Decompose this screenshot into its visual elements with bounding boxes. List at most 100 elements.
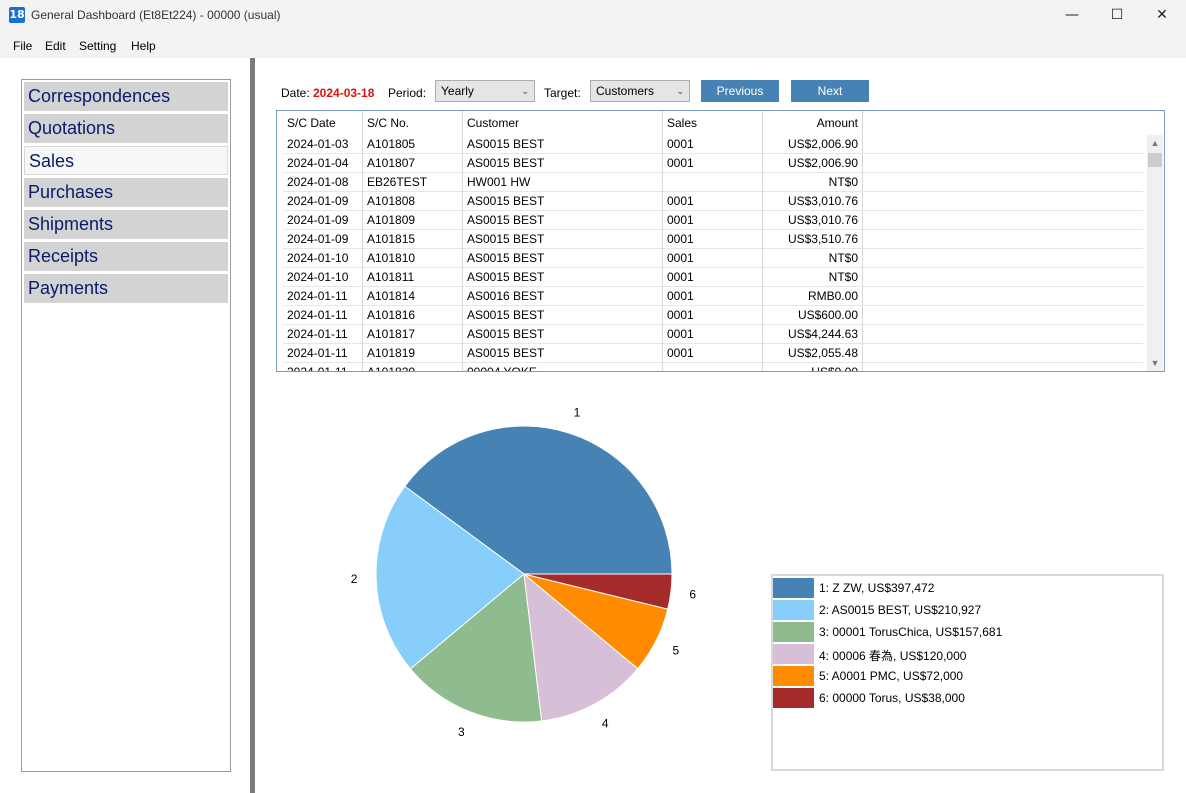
- table-cell: 2024-01-11: [283, 287, 363, 306]
- table-cell: 0001: [663, 230, 763, 249]
- date-label: Date:: [281, 86, 310, 100]
- panel-splitter[interactable]: [250, 58, 255, 793]
- table-cell: AS0015 BEST: [463, 135, 663, 154]
- table-cell: 0001: [663, 211, 763, 230]
- scroll-up-icon[interactable]: ▲: [1150, 138, 1160, 148]
- next-button[interactable]: Next: [791, 80, 869, 102]
- client-area: Correspondences Quotations Sales Purchas…: [0, 58, 1186, 793]
- scrollbar-thumb[interactable]: [1148, 153, 1162, 167]
- table-row[interactable]: 2024-01-11 A101816 AS0015 BEST 0001 US$600.0…: [283, 306, 1143, 325]
- minimize-button[interactable]: —: [1065, 7, 1079, 23]
- pie-slice[interactable]: [409, 573, 543, 723]
- close-button[interactable]: ✕: [1156, 7, 1168, 23]
- table-cell: 2024-01-08: [283, 173, 363, 192]
- table-scrollbar[interactable]: ▲ ▼: [1147, 135, 1163, 371]
- legend-label: 5: A0001 PMC, US$72,000: [819, 669, 964, 683]
- title-bar: 18 General Dashboard (Et8Et224) - 00000 …: [0, 0, 1186, 32]
- menu-help[interactable]: Help: [131, 39, 156, 53]
- table-cell: 0001: [663, 249, 763, 268]
- menu-setting[interactable]: Setting: [79, 39, 117, 53]
- sidebar-item-shipments[interactable]: Shipments: [24, 210, 228, 239]
- table-cell: A101808: [363, 192, 463, 211]
- target-value: Customers: [596, 84, 655, 98]
- pie-slice[interactable]: [523, 573, 673, 610]
- table-cell: US$0.00: [763, 363, 863, 371]
- table-cell: 2024-01-04: [283, 154, 363, 173]
- sidebar-item-quotations[interactable]: Quotations: [24, 114, 228, 143]
- table-cell: A101811: [363, 268, 463, 287]
- column-header[interactable]: Customer: [463, 111, 663, 135]
- table-cell: AS0015 BEST: [463, 344, 663, 363]
- menu-edit[interactable]: Edit: [45, 39, 66, 53]
- table-cell: 2024-01-11: [283, 363, 363, 371]
- period-select[interactable]: Yearly ⌄: [435, 80, 535, 102]
- legend-swatch: [773, 688, 814, 708]
- legend-swatch: [773, 578, 814, 598]
- table-cell: 0001: [663, 344, 763, 363]
- scroll-down-icon[interactable]: ▼: [1150, 358, 1160, 368]
- legend-swatch: [773, 666, 814, 686]
- sidebar-item-correspondences[interactable]: Correspondences: [24, 82, 228, 111]
- table-cell: 0001: [663, 306, 763, 325]
- table-cell: 2024-01-09: [283, 192, 363, 211]
- maximize-button[interactable]: ☐: [1110, 7, 1124, 23]
- table-cell: US$3,510.76: [763, 230, 863, 249]
- table-cell: A101814: [363, 287, 463, 306]
- table-cell: EB26TEST: [363, 173, 463, 192]
- column-header[interactable]: Sales: [663, 111, 763, 135]
- table-row[interactable]: 2024-01-11 A101817 AS0015 BEST 0001 US$4,244…: [283, 325, 1143, 344]
- sidebar-item-payments[interactable]: Payments: [24, 274, 228, 303]
- menu-bar: File Edit Setting Help: [0, 32, 1186, 58]
- slice-label: 5: [672, 644, 679, 658]
- table-cell: AS0015 BEST: [463, 230, 663, 249]
- table-cell: AS0015 BEST: [463, 249, 663, 268]
- slice-label: 1: [574, 405, 581, 419]
- table-row[interactable]: 2024-01-08 EB26TEST HW001 HW NT$0: [283, 173, 1143, 192]
- table-cell: 0001: [663, 154, 763, 173]
- target-select[interactable]: Customers ⌄: [590, 80, 690, 102]
- table-cell: A101817: [363, 325, 463, 344]
- table-cell: 2024-01-11: [283, 306, 363, 325]
- sidebar-item-purchases[interactable]: Purchases: [24, 178, 228, 207]
- slice-label: 2: [351, 572, 358, 586]
- table-body: 2024-01-03 A101805 AS0015 BEST 0001 US$2,006…: [283, 135, 1147, 371]
- legend-swatch: [773, 622, 814, 642]
- table-row[interactable]: 2024-01-09 A101815 AS0015 BEST 0001 US$3,510…: [283, 230, 1143, 249]
- previous-button[interactable]: Previous: [701, 80, 779, 102]
- column-header[interactable]: S/C Date: [283, 111, 363, 135]
- table-row[interactable]: 2024-01-04 A101807 AS0015 BEST 0001 US$2,006…: [283, 154, 1143, 173]
- column-header[interactable]: S/C No.: [363, 111, 463, 135]
- pie-slice[interactable]: [375, 485, 525, 670]
- pie-slice[interactable]: [404, 425, 673, 575]
- table-cell: 2024-01-11: [283, 325, 363, 344]
- table-cell: A101805: [363, 135, 463, 154]
- table-cell: A101815: [363, 230, 463, 249]
- table-row[interactable]: 2024-01-11 A101819 AS0015 BEST 0001 US$2,055…: [283, 344, 1143, 363]
- table-cell: 2024-01-10: [283, 268, 363, 287]
- pie-slice[interactable]: [523, 572, 639, 722]
- table-cell: US$2,006.90: [763, 154, 863, 173]
- table-row[interactable]: 2024-01-09 A101808 AS0015 BEST 0001 US$3,010…: [283, 192, 1143, 211]
- legend-label: 2: AS0015 BEST, US$210,927: [819, 603, 982, 617]
- table-row[interactable]: 2024-01-10 A101811 AS0015 BEST 0001 NT$0: [283, 268, 1143, 287]
- table-row[interactable]: 2024-01-11A10182000004 YOKE US$0.00: [283, 363, 1143, 371]
- table-cell: AS0016 BEST: [463, 287, 663, 306]
- table-cell: A101809: [363, 211, 463, 230]
- table-cell: 0001: [663, 287, 763, 306]
- table-row[interactable]: 2024-01-09 A101809 AS0015 BEST 0001 US$3,010…: [283, 211, 1143, 230]
- table-cell: NT$0: [763, 249, 863, 268]
- table-header: S/C Date S/C No. Customer Sales Amount: [283, 111, 1143, 135]
- sidebar-item-receipts[interactable]: Receipts: [24, 242, 228, 271]
- table-row[interactable]: 2024-01-11 A101814 AS0016 BEST 0001 RMB0.00: [283, 287, 1143, 306]
- column-header[interactable]: Amount: [763, 111, 863, 135]
- table-cell: 2024-01-09: [283, 230, 363, 249]
- sidebar-item-sales[interactable]: Sales: [24, 146, 228, 175]
- table-row[interactable]: 2024-01-03 A101805 AS0015 BEST 0001 US$2,006…: [283, 135, 1143, 154]
- legend-label: 4: 00006 春為, US$120,000: [819, 649, 967, 663]
- table-cell: 2024-01-10: [283, 249, 363, 268]
- menu-file[interactable]: File: [13, 39, 33, 53]
- table-row[interactable]: 2024-01-10 A101810 AS0015 BEST 0001 NT$0: [283, 249, 1143, 268]
- table-cell: US$3,010.76: [763, 192, 863, 211]
- table-cell: NT$0: [763, 173, 863, 192]
- legend-swatch: [773, 644, 814, 664]
